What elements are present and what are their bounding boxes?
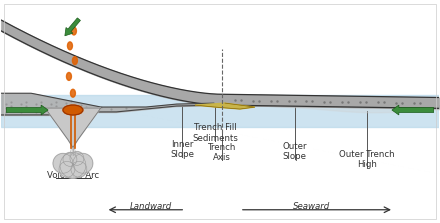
Text: Volcanic Arc: Volcanic Arc	[47, 171, 99, 180]
Polygon shape	[392, 105, 434, 115]
Ellipse shape	[70, 89, 75, 97]
Text: Outer
Slope: Outer Slope	[282, 142, 307, 161]
Circle shape	[70, 151, 84, 165]
Circle shape	[59, 161, 75, 177]
Ellipse shape	[67, 42, 73, 50]
Text: Trench Fill
Sediments: Trench Fill Sediments	[192, 123, 238, 142]
Circle shape	[71, 161, 87, 177]
Text: Seaward: Seaward	[293, 202, 330, 211]
Circle shape	[63, 153, 77, 166]
Circle shape	[60, 153, 86, 178]
Bar	[1, 95, 439, 127]
Ellipse shape	[63, 105, 83, 115]
Polygon shape	[6, 105, 48, 115]
Text: Trench
Axis: Trench Axis	[208, 143, 236, 162]
Text: Landward: Landward	[129, 202, 172, 211]
Text: Inner
Slope: Inner Slope	[170, 140, 194, 159]
Circle shape	[53, 153, 73, 173]
Polygon shape	[45, 108, 101, 148]
Ellipse shape	[71, 27, 77, 35]
Polygon shape	[195, 103, 255, 109]
Ellipse shape	[66, 72, 71, 81]
Text: Outer Trench
High: Outer Trench High	[339, 150, 395, 169]
Polygon shape	[65, 18, 81, 36]
Ellipse shape	[73, 57, 77, 65]
Circle shape	[73, 153, 93, 173]
